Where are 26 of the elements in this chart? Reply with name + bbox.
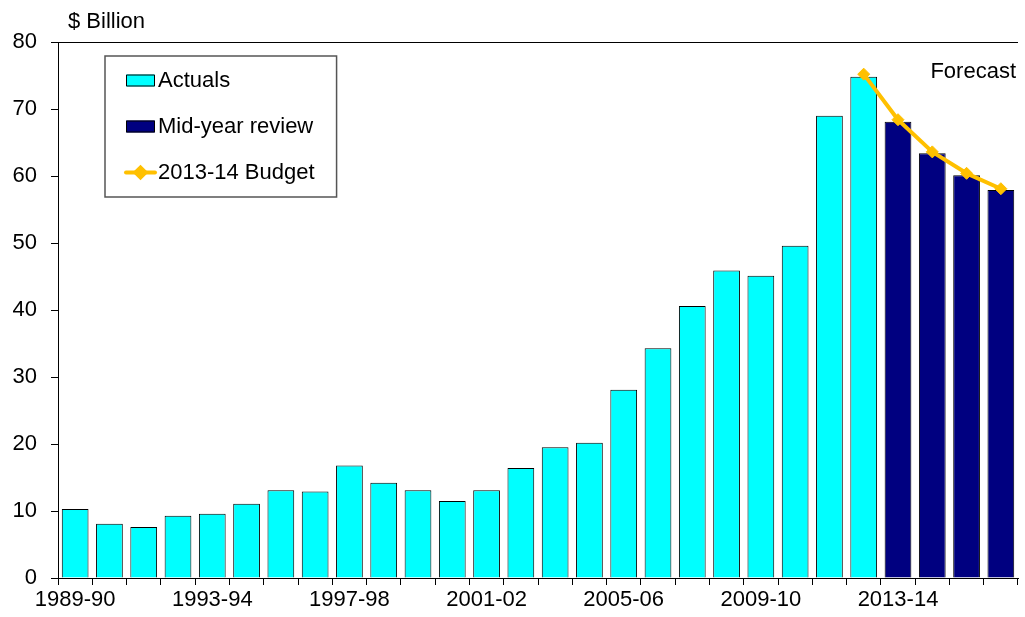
y-tick-label: 50 xyxy=(12,229,37,255)
legend-label: Actuals xyxy=(158,66,231,92)
x-tick-label: 2013-14 xyxy=(857,586,939,612)
x-tick-label: 1989-90 xyxy=(34,586,116,612)
y-tick-label: 30 xyxy=(12,363,37,389)
y-axis-title: $ Billion xyxy=(68,8,146,34)
point xyxy=(857,67,871,81)
y-tick-label: 70 xyxy=(12,95,37,121)
legend-label: 2013-14 Budget xyxy=(158,158,315,184)
y-tick-label: 60 xyxy=(12,162,37,188)
point xyxy=(891,113,905,127)
point xyxy=(960,166,974,180)
x-tick-label: 2001-02 xyxy=(446,586,527,612)
y-tick-label: 20 xyxy=(12,430,37,456)
point xyxy=(925,145,939,159)
y-tick-label: 0 xyxy=(24,564,37,590)
x-tick-label: 1993-94 xyxy=(171,586,253,612)
annotation: Forecast xyxy=(930,58,1016,84)
point xyxy=(994,182,1008,196)
y-tick-label: 80 xyxy=(12,28,37,54)
x-tick-label: 2009-10 xyxy=(720,586,802,612)
y-tick-label: 10 xyxy=(12,497,37,523)
x-tick-label: 1997-98 xyxy=(309,586,390,612)
y-tick-label: 40 xyxy=(12,296,37,322)
x-tick-label: 2005-06 xyxy=(583,586,665,612)
legend-label: Mid-year review xyxy=(158,112,314,138)
